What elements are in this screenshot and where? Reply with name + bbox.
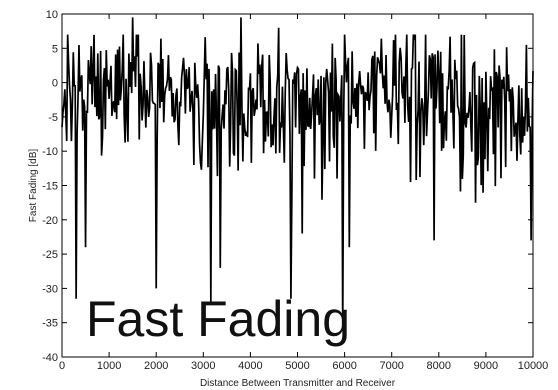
x-tick-label: 6000 — [332, 360, 356, 372]
y-tick-label: -40 — [42, 352, 58, 364]
fast-fading-annotation: Fast Fading — [86, 291, 350, 347]
x-tick-label: 0 — [59, 360, 65, 372]
y-axis: 10 5 0 -5 -10 -15 -20 -25 -30 -35 -40 — [42, 9, 533, 364]
y-tick-label: -10 — [42, 146, 58, 158]
series-fast-fading — [61, 17, 534, 330]
y-tick-label: 10 — [46, 9, 58, 21]
y-tick-label: -25 — [42, 249, 58, 261]
x-tick-label: 3000 — [191, 360, 215, 372]
x-tick-label: 2000 — [144, 360, 168, 372]
y-axis-label: Fast Fading [dB] — [28, 149, 39, 223]
y-tick-label: -30 — [42, 283, 58, 295]
y-tick-label: 5 — [52, 43, 58, 55]
x-tick-label: 7000 — [379, 360, 403, 372]
y-tick-label: 0 — [52, 78, 58, 90]
x-tick-label: 10000 — [518, 360, 549, 372]
y-tick-label: -35 — [42, 318, 58, 330]
x-tick-label: 4000 — [238, 360, 262, 372]
x-axis: 0 1000 2000 3000 4000 5000 6000 7000 8000 9000 100… — [59, 14, 548, 372]
y-tick-label: -5 — [48, 112, 58, 124]
y-tick-label: -20 — [42, 215, 58, 227]
x-tick-label: 1000 — [97, 360, 121, 372]
x-axis-label: Distance Between Transmitter and Receive… — [200, 378, 396, 389]
y-tick-label: -15 — [42, 181, 58, 193]
x-tick-label: 9000 — [474, 360, 498, 372]
x-tick-label: 8000 — [427, 360, 451, 372]
x-tick-label: 5000 — [285, 360, 309, 372]
fast-fading-trace — [61, 17, 534, 330]
